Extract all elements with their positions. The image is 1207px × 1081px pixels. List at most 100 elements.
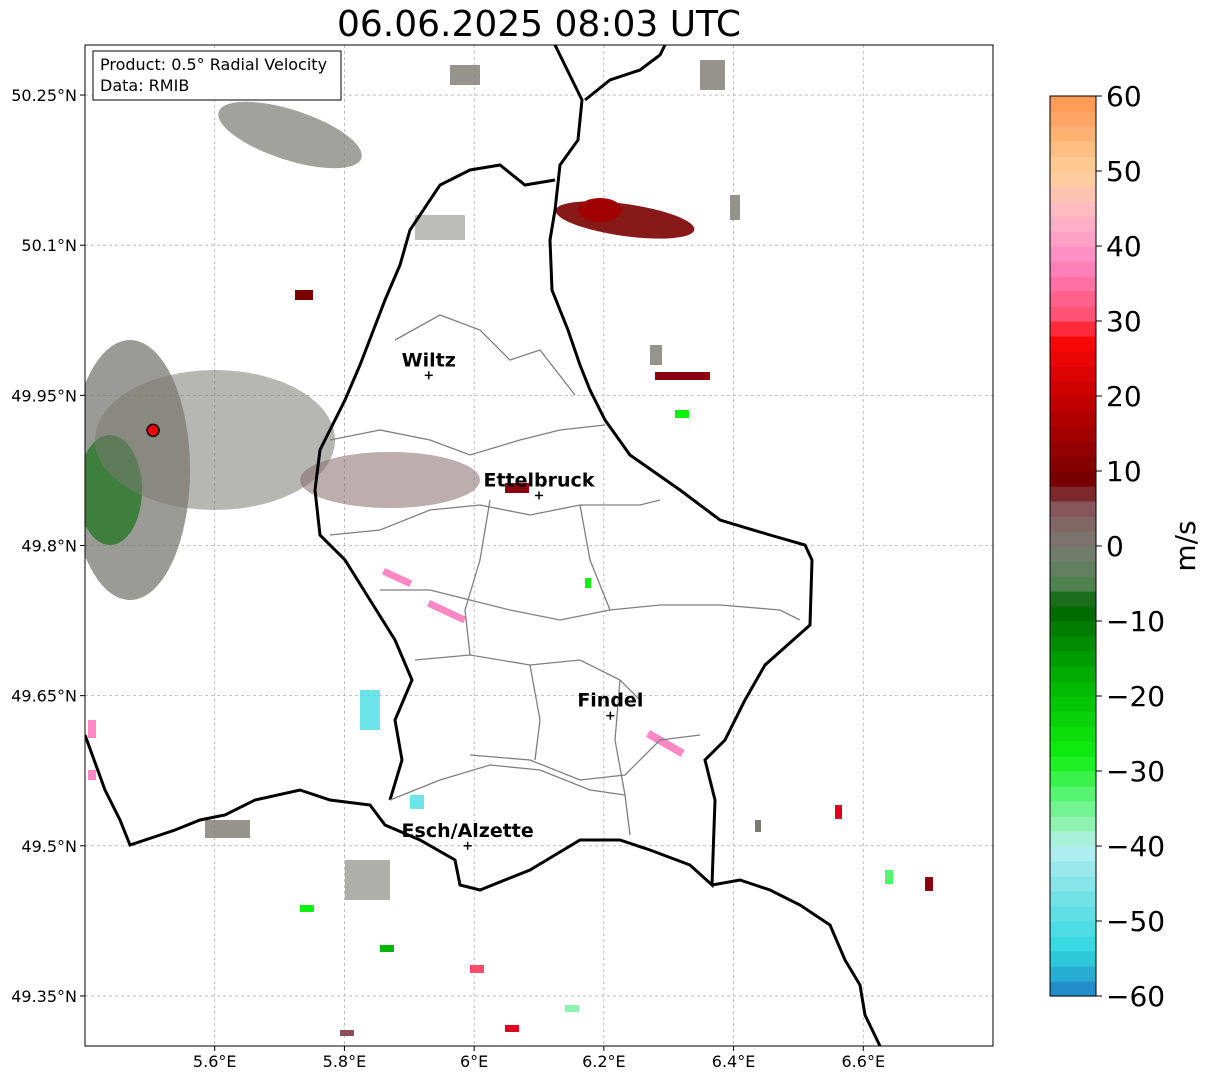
colorbar-tick-label: −60 (1106, 980, 1165, 1013)
radar-site-layer (146, 423, 160, 438)
y-tick-label: 49.65°N (11, 687, 77, 706)
north-border (584, 45, 667, 102)
colorbar-tick-label: 0 (1106, 530, 1124, 563)
colorbar-ticks: 60 50 40 30 20 10 0 −10 −20 −30 −40 −50 −60 (1096, 80, 1165, 1013)
colorbar-band (1050, 696, 1096, 712)
colorbar-tick-label: 10 (1106, 455, 1142, 488)
colorbar-bands (1050, 96, 1096, 997)
colorbar: 60 50 40 30 20 10 0 −10 −20 −30 −40 −50 −60 m/s (1049, 80, 1202, 1013)
colorbar-band (1050, 786, 1096, 802)
colorbar-band (1050, 621, 1096, 637)
colorbar-band (1050, 771, 1096, 787)
colorbar-band (1050, 126, 1096, 142)
colorbar-band (1050, 606, 1096, 622)
x-tick-label: 5.8°E (323, 1052, 367, 1071)
colorbar-band (1050, 831, 1096, 847)
colorbar-band (1050, 801, 1096, 817)
colorbar-band (1050, 921, 1096, 937)
colorbar-band (1050, 96, 1096, 112)
colorbar-band (1050, 846, 1096, 862)
y-tick-label: 49.35°N (11, 987, 77, 1006)
city-label: Findel (577, 690, 643, 712)
colorbar-band (1050, 501, 1096, 517)
x-tick-label: 5.6°E (193, 1052, 237, 1071)
city-label: Ettelbruck (484, 469, 595, 491)
colorbar-tick-label: −40 (1106, 830, 1165, 863)
colorbar-band (1050, 366, 1096, 382)
x-tick-label: 6.2°E (582, 1052, 626, 1071)
country-borders (85, 45, 882, 1046)
radar-site-marker (146, 423, 160, 438)
colorbar-band (1050, 156, 1096, 172)
colorbar-band (1050, 306, 1096, 322)
luxembourg-border (85, 45, 814, 892)
colorbar-band (1050, 426, 1096, 442)
colorbar-band (1050, 711, 1096, 727)
colorbar-band (1050, 321, 1096, 337)
canton-boundaries (329, 314, 801, 836)
colorbar-band (1050, 636, 1096, 652)
colorbar-band (1050, 816, 1096, 832)
colorbar-band (1050, 906, 1096, 922)
map-title: 06.06.2025 08:03 UTC (336, 4, 742, 45)
colorbar-band (1050, 381, 1096, 397)
colorbar-band (1050, 231, 1096, 247)
colorbar-tick-label: 50 (1106, 155, 1142, 188)
y-tick-label: 50.25°N (11, 86, 77, 105)
colorbar-tick-label: 30 (1106, 305, 1142, 338)
map-background (85, 45, 993, 1046)
colorbar-band (1050, 351, 1096, 367)
colorbar-band (1050, 666, 1096, 682)
colorbar-band (1050, 111, 1096, 127)
map-area[interactable]: Wiltz Ettelbruck Findel Esch/Alzette (70, 45, 993, 1046)
colorbar-band (1050, 936, 1096, 952)
colorbar-band (1050, 651, 1096, 667)
colorbar-band (1050, 456, 1096, 472)
colorbar-band (1050, 531, 1096, 547)
colorbar-band (1050, 186, 1096, 202)
colorbar-band (1050, 981, 1096, 997)
lux-west-border (313, 163, 556, 801)
colorbar-tick-label: 60 (1106, 80, 1142, 113)
y-tick-label: 50.1°N (21, 236, 77, 255)
colorbar-band (1050, 966, 1096, 982)
colorbar-tick-label: −20 (1106, 680, 1165, 713)
colorbar-band (1050, 246, 1096, 262)
city-label: Esch/Alzette (402, 820, 534, 842)
colorbar-band (1050, 141, 1096, 157)
x-tick-label: 6.6°E (842, 1052, 886, 1071)
colorbar-band (1050, 681, 1096, 697)
axis-ticks: 5.6°E 5.8°E 6°E 6.2°E 6.4°E 6.6°E 50.25°N 50.1°… (11, 86, 885, 1071)
colorbar-tick-label: −30 (1106, 755, 1165, 788)
city-label: Wiltz (402, 349, 456, 371)
colorbar-band (1050, 951, 1096, 967)
city-markers: Wiltz Ettelbruck Findel Esch/Alzette (402, 349, 643, 850)
info-data-source: Data: RMIB (100, 76, 189, 95)
velocity-echoes (85, 60, 933, 1036)
colorbar-tick-label: 20 (1106, 380, 1142, 413)
germany-france-border (711, 878, 882, 1046)
colorbar-band (1050, 516, 1096, 532)
x-tick-label: 6°E (460, 1052, 488, 1071)
colorbar-band (1050, 471, 1096, 487)
colorbar-band (1050, 261, 1096, 277)
colorbar-tick-label: −10 (1106, 605, 1165, 638)
colorbar-band (1050, 591, 1096, 607)
colorbar-band (1050, 336, 1096, 352)
colorbar-band (1050, 576, 1096, 592)
colorbar-label: m/s (1169, 520, 1202, 571)
colorbar-tick-label: 40 (1106, 230, 1142, 263)
colorbar-band (1050, 546, 1096, 562)
colorbar-band (1050, 876, 1096, 892)
info-product: Product: 0.5° Radial Velocity (100, 55, 327, 74)
colorbar-band (1050, 216, 1096, 232)
info-box: Product: 0.5° Radial Velocity Data: RMIB (92, 50, 342, 101)
y-tick-label: 49.95°N (11, 386, 77, 405)
colorbar-band (1050, 171, 1096, 187)
colorbar-band (1050, 741, 1096, 757)
colorbar-band (1050, 276, 1096, 292)
colorbar-band (1050, 726, 1096, 742)
y-tick-label: 49.8°N (21, 537, 77, 556)
colorbar-band (1050, 486, 1096, 502)
